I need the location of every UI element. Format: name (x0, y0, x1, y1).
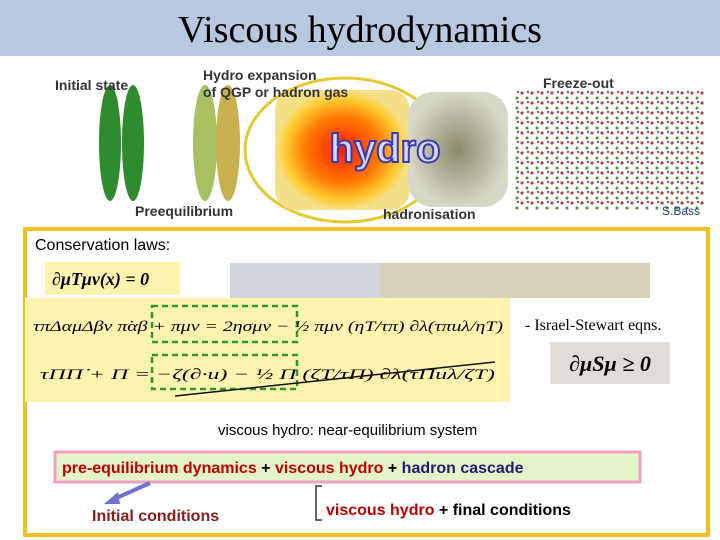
dashed-box (150, 304, 299, 344)
hydro-fireball (275, 90, 410, 210)
title: Viscous hydrodynamics (178, 9, 542, 51)
diagram-label: Preequilibrium (135, 203, 233, 219)
bottom-item: viscous hydro (326, 502, 435, 519)
diagram-label: Initial state (55, 77, 128, 93)
dashed-box (150, 353, 299, 391)
title-bar (0, 0, 720, 56)
equation-box (45, 262, 180, 295)
blurred-equation (380, 263, 650, 298)
credit: S.Bass (662, 204, 700, 218)
pipeline: pre-equilibrium dynamics + viscous hydro… (62, 460, 524, 477)
strike-line (174, 361, 496, 397)
preequilibrium-blob (193, 85, 217, 201)
freeze-out-particles (515, 90, 705, 210)
nucleus (122, 85, 144, 201)
pipeline-plus: + (257, 460, 275, 477)
hydro-label: hydro (329, 127, 440, 171)
nucleus (99, 85, 121, 201)
bottom-item: final conditions (453, 502, 571, 519)
preequilibrium-blob (216, 85, 240, 201)
arrow-head (104, 492, 120, 504)
pipeline-plus: + (383, 460, 401, 477)
annotation: - Israel-Stewart eqns. (525, 317, 661, 334)
equation: ∂μTμν(x) = 0 (52, 269, 149, 290)
hadron-gas (408, 92, 508, 207)
equation-box (550, 342, 670, 384)
pipeline-item: pre-equilibrium dynamics (62, 460, 257, 477)
diagram-label: Hydro expansion (203, 67, 317, 83)
diagram-label: of QGP or hadron gas (203, 84, 348, 100)
equation: τΠΠ̇ + Π = −ζ(∂·u) − ½ Π (ζT/τΠ) ∂λ(τΠuλ… (40, 367, 495, 383)
statement: viscous hydro: near-equilibrium system (218, 422, 477, 439)
bottom-plus: + (434, 502, 452, 519)
pipeline-item: viscous hydro (275, 460, 384, 477)
equation: τπΔαμΔβν π̇αβ + πμν = 2ησμν − ½ πμν (ηT/… (33, 319, 503, 335)
heading: Conservation laws: (35, 237, 170, 254)
equation-panel (25, 298, 510, 402)
diagram-label: Freeze-out (543, 75, 614, 91)
bracket (315, 485, 322, 521)
pipeline-box (53, 450, 642, 484)
initial-conditions: Initial conditions (92, 508, 219, 525)
equation: ∂μSμ ≥ 0 (569, 351, 651, 376)
pipeline-item: hadron cascade (402, 460, 524, 477)
diagram-label: hadronisation (383, 206, 476, 222)
hydro-diagram: Initial state Hydro expansion of QGP or … (55, 67, 705, 224)
bottom-line: viscous hydro + final conditions (326, 502, 571, 519)
